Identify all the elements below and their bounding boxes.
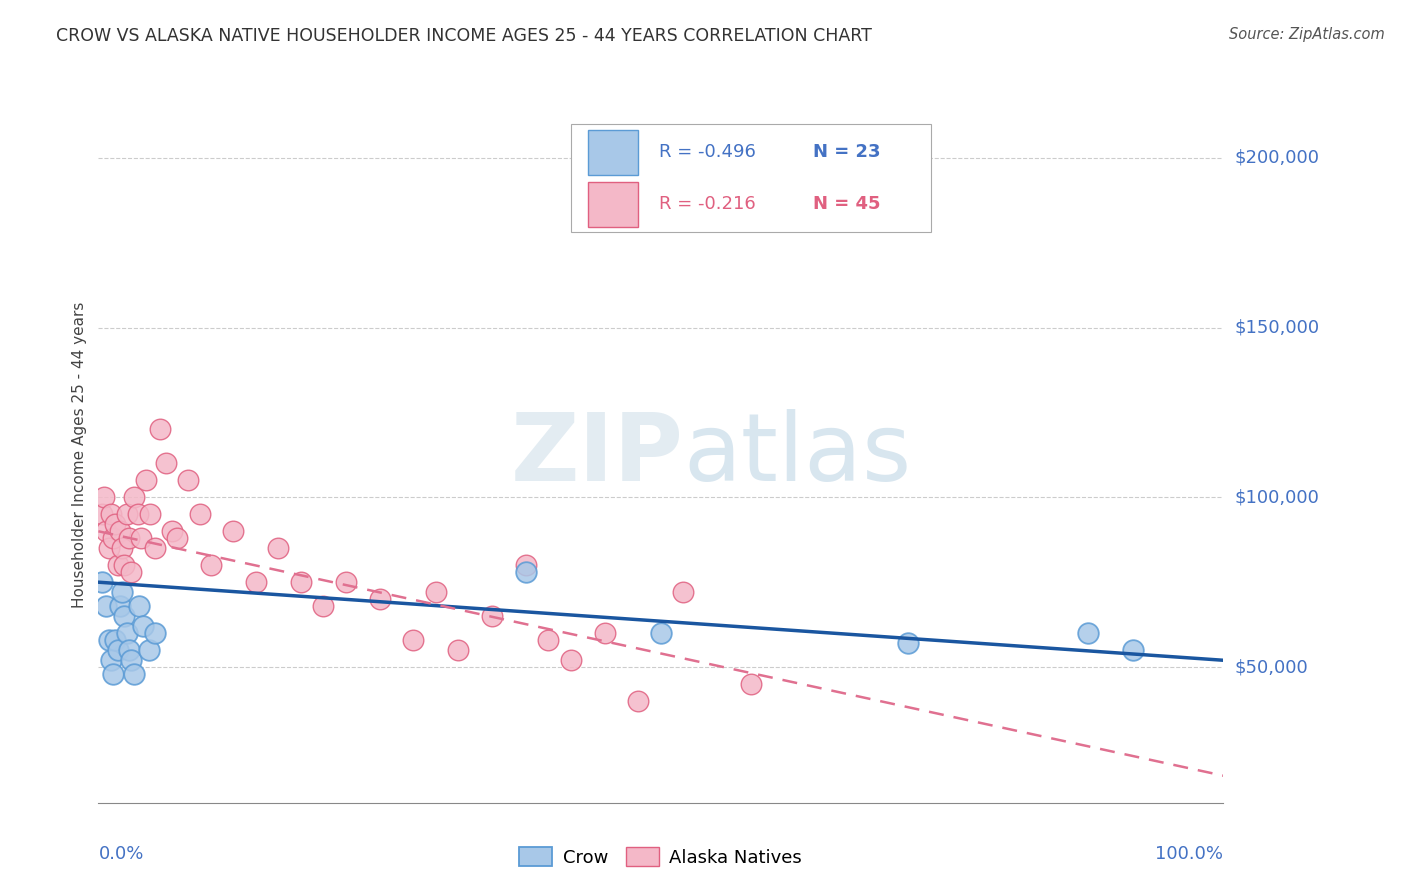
Point — [90, 575, 112, 590]
Point — [166, 531, 188, 545]
Text: N = 23: N = 23 — [813, 144, 880, 161]
Point — [290, 575, 312, 590]
Point — [96, 524, 118, 539]
Point — [650, 626, 672, 640]
Point — [135, 474, 157, 488]
Point — [132, 619, 155, 633]
Point — [101, 666, 124, 681]
Text: 0.0%: 0.0% — [98, 845, 143, 863]
Point — [120, 653, 142, 667]
Point — [93, 491, 115, 505]
Text: $50,000: $50,000 — [1234, 658, 1308, 676]
Point — [115, 626, 138, 640]
Point — [101, 531, 124, 545]
Text: R = -0.216: R = -0.216 — [658, 195, 755, 213]
Point — [128, 599, 150, 613]
Point — [111, 585, 134, 599]
Point — [672, 585, 695, 599]
Point — [537, 632, 560, 647]
Point — [120, 565, 142, 579]
Point — [368, 592, 391, 607]
Text: ZIP: ZIP — [510, 409, 683, 501]
Text: 100.0%: 100.0% — [1156, 845, 1223, 863]
Text: Source: ZipAtlas.com: Source: ZipAtlas.com — [1229, 27, 1385, 42]
Point — [138, 643, 160, 657]
Point — [118, 531, 141, 545]
Point — [118, 643, 141, 657]
Point — [112, 609, 135, 624]
Point — [97, 632, 120, 647]
Point — [177, 474, 200, 488]
Point — [481, 609, 503, 624]
Point — [104, 632, 127, 647]
Point — [897, 636, 920, 650]
Point — [112, 558, 135, 573]
Point — [129, 531, 152, 545]
FancyBboxPatch shape — [588, 182, 638, 227]
Point — [515, 558, 537, 573]
Point — [108, 599, 131, 613]
Point — [143, 626, 166, 640]
Point — [200, 558, 222, 573]
Point — [627, 694, 650, 708]
Point — [267, 541, 290, 556]
Point — [97, 541, 120, 556]
Point — [104, 517, 127, 532]
Text: $200,000: $200,000 — [1234, 149, 1319, 167]
Text: atlas: atlas — [683, 409, 911, 501]
Text: N = 45: N = 45 — [813, 195, 880, 213]
Point — [402, 632, 425, 647]
Point — [108, 524, 131, 539]
Point — [222, 524, 245, 539]
Point — [111, 541, 134, 556]
Point — [115, 508, 138, 522]
Text: $150,000: $150,000 — [1234, 318, 1320, 336]
Point — [515, 565, 537, 579]
Legend: Crow, Alaska Natives: Crow, Alaska Natives — [512, 840, 810, 874]
Point — [124, 666, 146, 681]
Point — [90, 508, 112, 522]
Text: CROW VS ALASKA NATIVE HOUSEHOLDER INCOME AGES 25 - 44 YEARS CORRELATION CHART: CROW VS ALASKA NATIVE HOUSEHOLDER INCOME… — [56, 27, 872, 45]
Point — [96, 599, 118, 613]
FancyBboxPatch shape — [571, 124, 931, 232]
Point — [139, 508, 162, 522]
Point — [1077, 626, 1099, 640]
Point — [425, 585, 447, 599]
Point — [245, 575, 267, 590]
Point — [312, 599, 335, 613]
Point — [188, 508, 211, 522]
Point — [100, 508, 122, 522]
Text: $100,000: $100,000 — [1234, 488, 1319, 507]
Point — [107, 558, 129, 573]
Point — [100, 653, 122, 667]
Point — [160, 524, 183, 539]
Point — [127, 508, 149, 522]
Point — [124, 491, 146, 505]
Point — [143, 541, 166, 556]
Point — [560, 653, 582, 667]
Y-axis label: Householder Income Ages 25 - 44 years: Householder Income Ages 25 - 44 years — [72, 301, 87, 608]
Text: R = -0.496: R = -0.496 — [658, 144, 755, 161]
Point — [149, 422, 172, 436]
Point — [593, 626, 616, 640]
Point — [335, 575, 357, 590]
Point — [447, 643, 470, 657]
Point — [1122, 643, 1144, 657]
Point — [740, 677, 762, 691]
Point — [155, 457, 177, 471]
Point — [107, 643, 129, 657]
FancyBboxPatch shape — [588, 129, 638, 175]
